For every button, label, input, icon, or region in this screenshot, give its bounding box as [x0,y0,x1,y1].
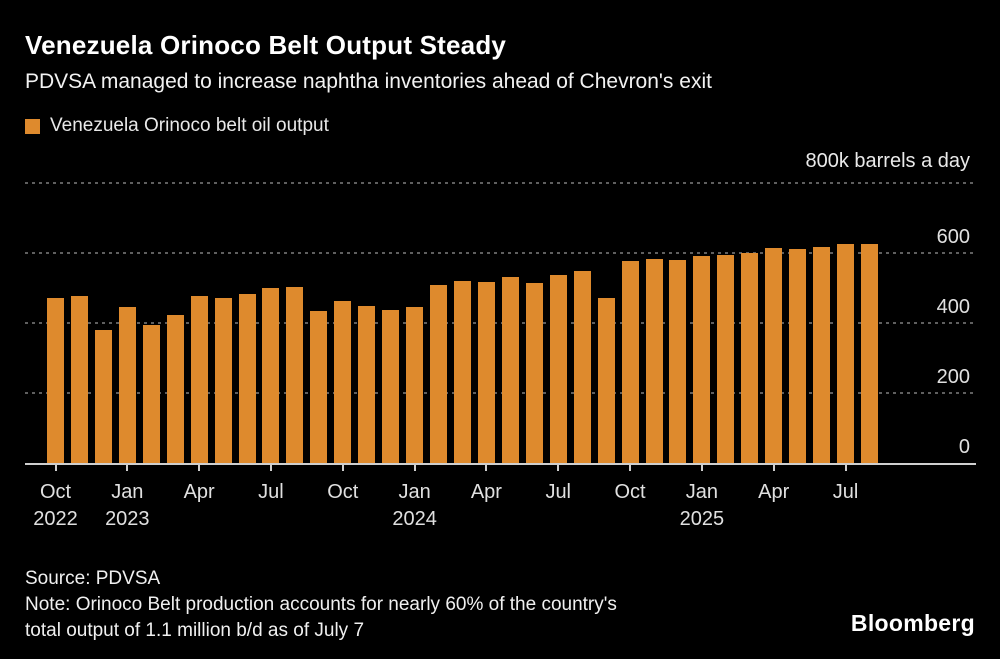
bar-jan-2023 [118,307,136,463]
bar-feb-2024 [430,285,448,463]
x-axis-label-month: Oct [614,481,646,503]
bar-aug-2024 [573,270,591,463]
bar-jun-2025 [813,247,831,463]
bar-nov-2023 [358,305,376,463]
bar-jul-2025 [837,243,855,463]
bar-apr-2025 [765,247,783,463]
chart-title: Venezuela Orinoco Belt Output Steady [25,30,507,60]
x-axis-tick-jan2024 [413,463,416,471]
x-axis-label-year: 2022 [33,508,78,530]
y-axis-label-600: 600 [936,226,970,248]
bar-jul-2024 [549,274,567,463]
x-axis-tick-jul [269,463,272,471]
bar-may-2025 [789,248,807,463]
x-axis-tick-oct2022 [54,463,57,471]
source-text: Source: PDVSA [25,568,161,589]
x-axis-label-year: 2024 [392,508,437,530]
bloomberg-logo: Bloomberg [850,610,975,636]
x-axis-tick-jan2025 [700,463,703,471]
x-axis-label-month: Jul [545,481,572,503]
legend-color-swatch [25,118,40,134]
bar-mar-2024 [453,281,471,463]
bar-aug-2025 [860,244,878,463]
x-axis-label-month: Jan [685,481,718,503]
chart-subtitle: PDVSA managed to increase naphtha invent… [25,70,712,93]
bar-mar-2025 [741,252,759,463]
x-axis-tick-oct [629,463,632,471]
y-axis-label-200: 200 [936,366,970,388]
bar-nov-2022 [70,296,88,463]
bar-oct-2022 [47,297,64,463]
bar-jul-2023 [262,288,280,463]
bar-dec-2022 [94,330,112,463]
bar-aug-2023 [286,286,304,463]
bar-may-2024 [501,277,519,463]
note-text-line2: total output of 1.1 million b/d as of Ju… [25,620,365,641]
y-axis-label-0: 0 [958,436,970,458]
legend-label: Venezuela Orinoco belt oil output [50,115,329,136]
bar-apr-2024 [477,282,495,463]
bar-oct-2023 [334,301,352,463]
bar-dec-2023 [382,310,400,463]
bar-feb-2023 [142,324,160,463]
x-axis-tick-apr [198,463,201,471]
bar-mar-2023 [166,315,184,463]
x-axis-tick-apr [485,463,488,471]
x-axis-label-month: Jan [398,481,431,503]
bar-sep-2024 [597,298,615,463]
x-axis-label-month: Oct [39,481,72,503]
bar-feb-2025 [717,255,735,463]
bar-sep-2023 [310,311,328,463]
x-axis-label-month: Oct [327,481,359,503]
x-axis-tick-jul [557,463,560,471]
x-axis-label-month: Apr [470,481,502,503]
bar-jun-2024 [525,282,543,463]
bar-apr-2023 [190,295,208,463]
x-axis-label-month: Jul [832,481,859,503]
x-axis-line [25,463,976,465]
gridline-600 [25,252,976,254]
x-axis-label-year: 2025 [679,508,725,530]
y-axis-unit-label: 800k barrels a day [805,150,970,172]
gridline-200 [25,392,976,394]
bar-may-2023 [214,297,232,463]
x-axis-label-month: Jul [258,481,284,503]
legend: Venezuela Orinoco belt oil output [25,115,329,137]
x-axis-tick-apr [772,463,775,471]
note-text-line1: Note: Orinoco Belt production accounts f… [25,594,617,615]
x-axis-tick-jul [844,463,847,471]
x-axis-tick-jan2023 [126,463,129,471]
x-axis-label-month: Apr [183,481,215,503]
y-axis-label-400: 400 [936,296,970,318]
chart-plot-area: 0 200 400 600 Oct 2022 Jan 2023 Apr Jul Oct Jan 2024… [25,182,976,530]
x-axis-tick-oct [341,463,344,471]
bar-dec-2024 [669,260,687,463]
x-axis-label-month: Apr [758,481,790,503]
gridline-800 [25,182,976,184]
footer: Source: PDVSA Note: Orinoco Belt product… [25,566,617,644]
bar-oct-2024 [621,261,639,463]
x-axis-label-year: 2023 [105,508,150,530]
bar-jun-2023 [238,294,256,463]
bar-jan-2025 [693,256,711,463]
x-axis-label-month: Jan [111,481,144,503]
gridline-400 [25,322,976,324]
bar-nov-2024 [645,258,663,463]
bar-jan-2024 [406,306,424,463]
